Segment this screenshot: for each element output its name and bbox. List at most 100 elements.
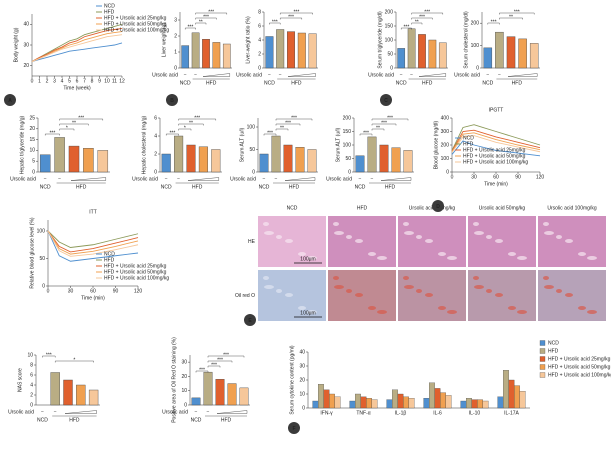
bar <box>191 32 200 69</box>
y-tick-label: 150 <box>385 23 394 29</box>
y-axis-label: NAS score <box>17 368 23 392</box>
tissue-texture <box>447 256 457 260</box>
bar <box>418 34 426 69</box>
y-tick-label: 20 <box>299 377 305 383</box>
tissue-texture <box>307 310 317 314</box>
legend-label: NCD <box>548 340 559 346</box>
tissue-texture <box>355 293 363 297</box>
y-tick-label: 0 <box>348 169 351 175</box>
y-tick-label: 4 <box>30 382 33 388</box>
y-tick-label: 2 <box>258 51 261 57</box>
legend-swatch <box>539 372 546 378</box>
none-label: − <box>195 409 198 415</box>
bar <box>271 135 281 173</box>
bar <box>403 396 409 409</box>
x-tick-label: 12 <box>119 78 125 84</box>
tissue-texture <box>285 293 293 297</box>
bar <box>83 148 94 173</box>
scale-bar-label: 100μm <box>300 310 315 316</box>
bar <box>181 45 190 69</box>
tissue-texture <box>486 235 492 239</box>
y-tick-label: 3 <box>174 17 177 23</box>
chart-title: IPGTT <box>489 107 504 113</box>
column-label: Ursolic acid 100mg/kg <box>547 205 596 211</box>
bar <box>222 43 231 69</box>
y-tick-label: 100 <box>37 228 46 234</box>
y-tick-label: 1 <box>174 49 177 55</box>
y-tick-label: 4 <box>258 37 261 43</box>
significance-label: *** <box>403 24 409 30</box>
significance-label: ** <box>280 125 284 131</box>
y-axis-label: Hepatic triglyceride (mg/g) <box>19 115 25 174</box>
significance-label: ** <box>72 120 76 126</box>
y-tick-label: 30 <box>181 359 187 365</box>
significance-bracket <box>59 128 75 131</box>
y-tick-label: 400 <box>441 115 450 121</box>
tissue-texture <box>438 306 446 310</box>
legend-swatch <box>539 340 546 346</box>
panel-badge <box>432 200 444 212</box>
x-tick-label: 6 <box>76 78 79 84</box>
y-tick-label: 0 <box>184 402 187 408</box>
bar <box>495 31 504 69</box>
ncd-label: NCD <box>37 417 48 423</box>
tissue-texture <box>474 231 484 235</box>
x-tick-label: IFN-γ <box>320 410 333 416</box>
bar <box>367 136 377 173</box>
x-tick-label: IL-6 <box>433 410 442 416</box>
bar <box>407 28 416 69</box>
dose-wedge <box>202 73 230 77</box>
bar <box>397 393 404 409</box>
tissue-texture <box>368 252 376 256</box>
bar <box>428 39 437 69</box>
significance-bracket <box>178 128 192 131</box>
ncd-label: NCD <box>161 184 172 190</box>
ncd-label: NCD <box>40 184 51 190</box>
treatment-label: Ursolic acid <box>8 409 34 415</box>
bar <box>445 395 452 409</box>
hfd-label: HFD <box>192 184 203 190</box>
none-label: − <box>194 72 197 78</box>
legend-label: HFD <box>104 9 115 15</box>
significance-bracket <box>371 128 385 131</box>
tissue-texture <box>333 276 339 280</box>
significance-bracket <box>55 360 94 363</box>
tissue-texture <box>544 231 554 235</box>
treatment-label: Ursolic acid <box>326 176 352 182</box>
significance-label: *** <box>514 9 520 15</box>
significance-bracket <box>411 22 423 25</box>
bar <box>215 379 225 406</box>
x-tick-label: IL-1β <box>395 410 407 416</box>
legend-label: HFD + Ursolic acid 100mg/kg <box>548 372 611 378</box>
tissue-texture <box>346 289 352 293</box>
none-label: − <box>184 72 187 78</box>
significance-label: *** <box>203 14 209 20</box>
hfd-label: HFD <box>221 417 232 423</box>
x-tick-label: 0 <box>451 174 454 180</box>
bar <box>483 47 493 69</box>
y-tick-label: 0 <box>476 65 479 71</box>
dose-wedge <box>380 177 412 181</box>
significance-label: *** <box>267 130 273 136</box>
y-tick-label: 150 <box>343 129 352 135</box>
x-tick-label: 60 <box>493 174 499 180</box>
x-tick-label: IL-10 <box>469 410 481 416</box>
tissue-texture <box>416 235 422 239</box>
none-label: − <box>371 176 374 182</box>
bar <box>460 400 467 409</box>
dose-wedge <box>64 410 97 414</box>
x-tick-label: 30 <box>68 288 74 294</box>
y-tick-label: 100 <box>343 142 352 148</box>
bar <box>186 144 196 173</box>
significance-label: *** <box>424 9 430 15</box>
panel-badge <box>244 314 256 326</box>
bar <box>508 379 515 409</box>
y-tick-label: 0 <box>42 283 45 289</box>
legend-label: HFD + Ursolic acid 50mg/kg <box>104 21 167 27</box>
y-tick-label: 0 <box>30 402 33 408</box>
significance-bracket <box>45 133 60 136</box>
y-tick-label: 40 <box>23 22 29 28</box>
bar <box>97 150 109 173</box>
bar <box>212 42 221 69</box>
panel-label: D <box>436 204 440 210</box>
